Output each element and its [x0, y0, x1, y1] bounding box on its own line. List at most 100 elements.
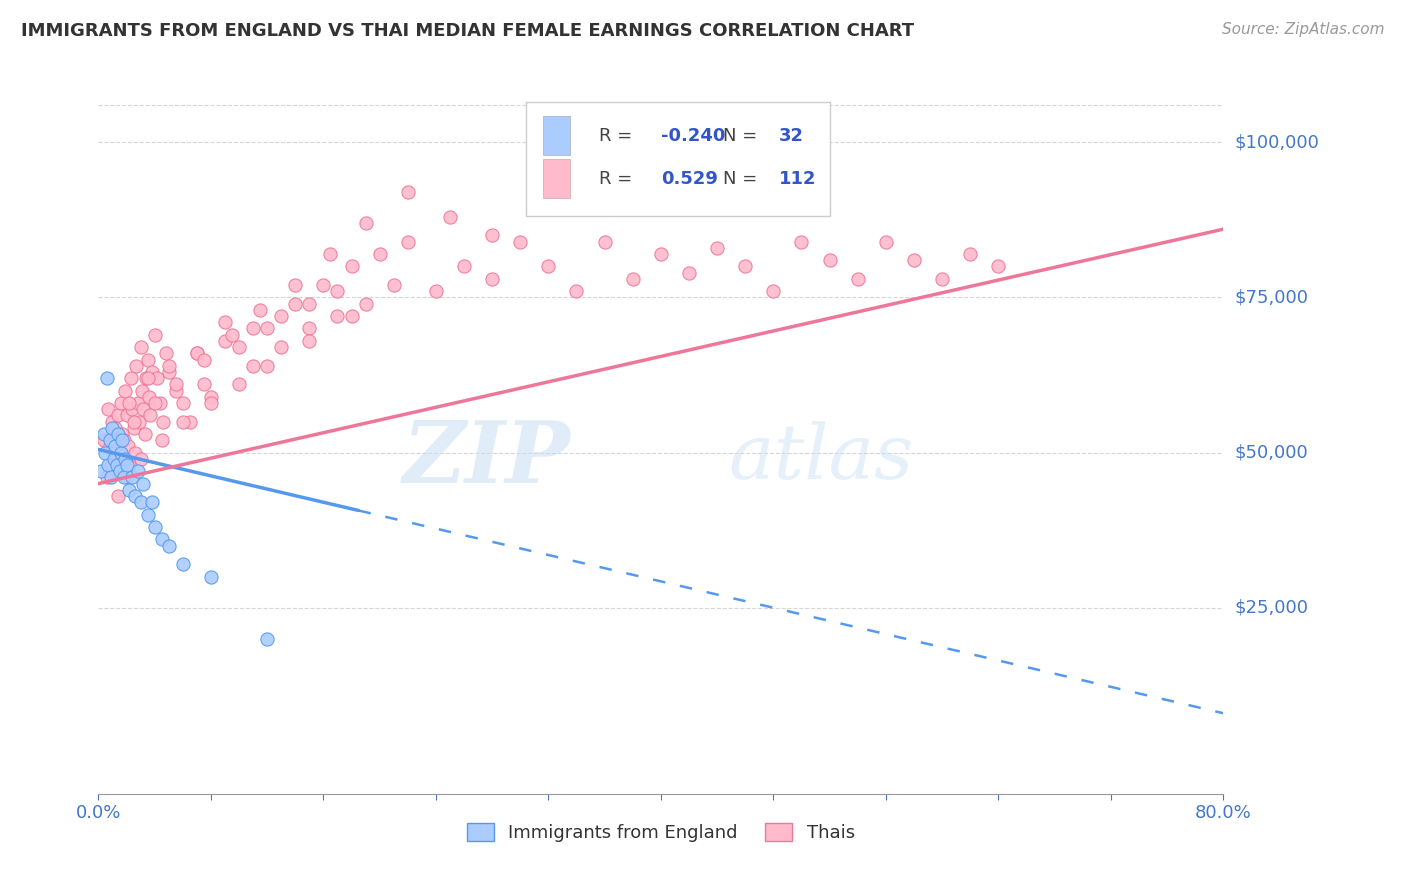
Point [129, 340, 152, 354]
Point [319, 247, 342, 261]
Point [157, 365, 180, 379]
Point [98, 433, 121, 447]
Point [790, 235, 813, 249]
Point [481, 272, 503, 286]
Text: $50,000: $50,000 [1234, 443, 1308, 461]
Point [150, 433, 173, 447]
Point [270, 309, 292, 323]
Point [326, 309, 349, 323]
Point [354, 296, 377, 310]
Point [439, 210, 461, 224]
Point [298, 296, 321, 310]
Point [165, 384, 187, 398]
Text: Source: ZipAtlas.com: Source: ZipAtlas.com [1222, 22, 1385, 37]
Point [127, 464, 149, 478]
Point [734, 260, 756, 274]
Point [100, 470, 122, 484]
Point [152, 415, 174, 429]
Point [214, 315, 236, 329]
Text: ZIP: ZIP [404, 417, 571, 500]
Point [118, 396, 141, 410]
Point [846, 272, 869, 286]
Point [959, 247, 981, 261]
Point [200, 396, 222, 410]
Point [129, 495, 152, 509]
Point [110, 396, 132, 410]
Point [165, 377, 187, 392]
Point [157, 539, 180, 553]
Point [143, 327, 166, 342]
Point [97, 458, 120, 472]
Point [537, 260, 560, 274]
Point [270, 340, 292, 354]
Point [100, 458, 122, 472]
Point [104, 421, 127, 435]
Point [125, 359, 148, 373]
Point [128, 415, 150, 429]
Point [214, 334, 236, 348]
Point [396, 185, 419, 199]
Point [136, 371, 159, 385]
Point [115, 470, 138, 484]
Point [200, 390, 222, 404]
Text: 32: 32 [779, 127, 804, 145]
Text: R =: R = [599, 127, 638, 145]
Point [122, 421, 145, 435]
Point [94, 445, 117, 459]
Point [111, 427, 134, 442]
FancyBboxPatch shape [526, 102, 830, 216]
Point [93, 427, 115, 442]
Point [284, 278, 307, 293]
Text: $75,000: $75,000 [1234, 288, 1309, 307]
Text: R =: R = [599, 169, 638, 187]
Point [107, 427, 129, 442]
Point [221, 327, 243, 342]
Point [340, 260, 363, 274]
Point [114, 451, 136, 466]
Point [762, 285, 785, 299]
Point [141, 365, 163, 379]
Point [382, 278, 405, 293]
Point [143, 520, 166, 534]
Point [104, 439, 127, 453]
Point [97, 402, 120, 417]
Point [96, 470, 118, 484]
Point [136, 508, 159, 522]
Point [108, 451, 131, 466]
Point [298, 321, 321, 335]
Point [155, 346, 177, 360]
Point [818, 253, 841, 268]
Point [368, 247, 391, 261]
Text: $25,000: $25,000 [1234, 599, 1309, 616]
Point [298, 334, 321, 348]
Point [931, 272, 953, 286]
Text: $100,000: $100,000 [1234, 133, 1319, 152]
Point [120, 371, 142, 385]
Text: IMMIGRANTS FROM ENGLAND VS THAI MEDIAN FEMALE EARNINGS CORRELATION CHART: IMMIGRANTS FROM ENGLAND VS THAI MEDIAN F… [21, 22, 914, 40]
Text: -0.240: -0.240 [661, 127, 725, 145]
Text: N =: N = [723, 127, 762, 145]
Point [138, 390, 160, 404]
Point [121, 470, 143, 484]
Point [179, 415, 201, 429]
Point [256, 359, 278, 373]
Point [242, 359, 264, 373]
Point [132, 402, 155, 417]
Point [112, 470, 135, 484]
Point [129, 451, 152, 466]
Point [256, 321, 278, 335]
Point [105, 458, 128, 472]
Point [326, 285, 349, 299]
Point [396, 235, 419, 249]
Bar [543, 159, 569, 198]
Point [118, 483, 141, 497]
Point [90, 464, 112, 478]
Point [650, 247, 672, 261]
Point [135, 371, 157, 385]
Point [200, 570, 222, 584]
Point [103, 451, 125, 466]
Point [987, 260, 1010, 274]
Point [565, 285, 588, 299]
Point [93, 433, 115, 447]
Point [107, 409, 129, 423]
